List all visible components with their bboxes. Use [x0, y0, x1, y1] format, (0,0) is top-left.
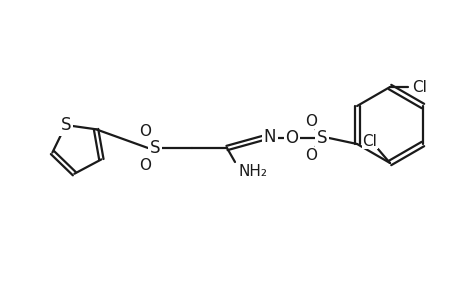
Text: Cl: Cl — [412, 80, 426, 94]
Text: NH₂: NH₂ — [239, 164, 268, 178]
Text: O: O — [285, 129, 298, 147]
Text: N: N — [263, 128, 276, 146]
Text: S: S — [316, 129, 326, 147]
Text: O: O — [139, 124, 151, 139]
Text: O: O — [304, 113, 316, 128]
Text: Cl: Cl — [362, 134, 377, 148]
Text: S: S — [150, 139, 160, 157]
Text: O: O — [304, 148, 316, 163]
Text: S: S — [61, 116, 71, 134]
Text: O: O — [139, 158, 151, 172]
